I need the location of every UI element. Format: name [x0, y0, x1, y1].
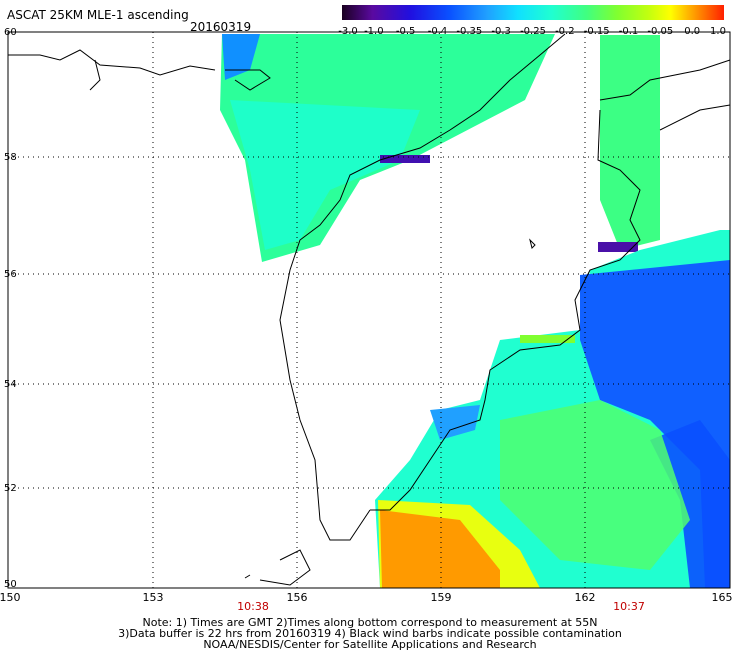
- central-green-region: [500, 400, 690, 570]
- graticule: [8, 32, 730, 588]
- lat-label-58: 58: [4, 152, 17, 163]
- north-swath-blue-edge: [222, 34, 260, 80]
- pass-time-west: 10:38: [237, 600, 269, 613]
- east-blue-region: [580, 260, 730, 588]
- lon-label-162: 162: [574, 591, 596, 604]
- east-coastline: [370, 59, 731, 511]
- product-title: ASCAT 25KM MLE-1 ascending: [7, 8, 189, 22]
- scatterometer-swaths: [220, 34, 730, 588]
- lat-label-54: 54: [4, 379, 17, 390]
- colorbar: [342, 5, 724, 20]
- lat-label-50: 50: [4, 579, 17, 590]
- contaminated-strip: [598, 242, 638, 252]
- south-blue-edge: [430, 405, 480, 440]
- lat-label-60: 60: [4, 27, 17, 38]
- lon-label-165: 165: [711, 591, 733, 604]
- product-date: 20160319: [190, 20, 252, 34]
- map-frame: [7, 31, 731, 589]
- south-coastline: [244, 549, 311, 586]
- note-line-2: 3)Data buffer is 22 hrs from 20160319 4)…: [118, 627, 622, 640]
- lat-label-56: 56: [4, 269, 17, 280]
- lat-label-52: 52: [4, 483, 17, 494]
- pass-time-east: 10:37: [613, 600, 645, 613]
- northeast-swath: [600, 35, 660, 250]
- colorbar-gradient: [342, 5, 724, 20]
- lon-label-153: 153: [142, 591, 164, 604]
- lon-label-150: 150: [0, 591, 21, 604]
- lon-label-156: 156: [286, 591, 308, 604]
- orange-region: [380, 510, 500, 588]
- north-coastline: [8, 33, 566, 541]
- coastline: [8, 33, 731, 586]
- northwest-swath-cyan: [230, 100, 420, 250]
- note-line-1: Note: 1) Times are GMT 2)Times along bot…: [142, 616, 598, 629]
- note-line-3: NOAA/NESDIS/Center for Satellite Applica…: [203, 638, 537, 651]
- island-outline: [89, 59, 536, 249]
- yellow-green-strip: [520, 335, 575, 343]
- contaminated-strip-north: [380, 155, 430, 163]
- lon-label-159: 159: [430, 591, 452, 604]
